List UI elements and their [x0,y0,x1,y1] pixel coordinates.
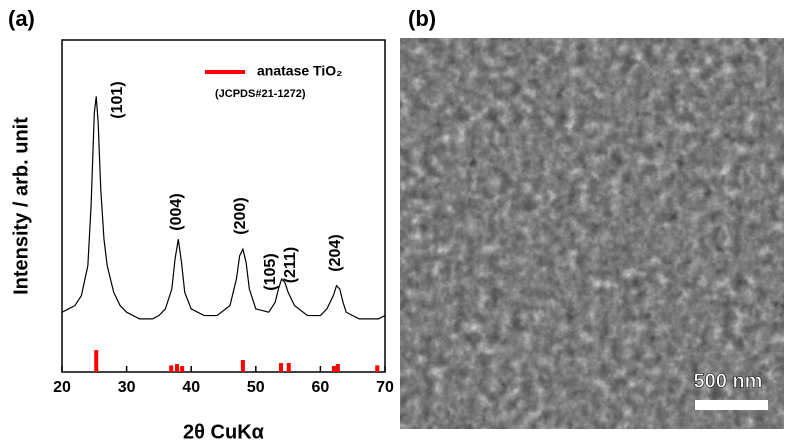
scale-bar [695,400,768,410]
panel-label: (a) [8,6,35,31]
reference-stick [94,350,99,372]
scale-bar-label: 500 nm [694,370,763,392]
plot-frame [61,39,386,373]
reference-stick [331,366,336,372]
peak-label: (101) [109,81,126,118]
peak-label: (200) [232,197,249,234]
reference-stick [335,364,340,372]
y-axis-label: Intensity / arb. unit [10,117,32,295]
x-axis-label: 2θ CuKα [183,421,265,443]
peak-label: (211) [282,247,299,283]
reference-stick [169,365,174,372]
legend-label: anatase TiO₂ [257,63,342,79]
x-tick-label: 40 [182,379,200,396]
x-tick-label: 20 [53,379,71,396]
x-tick-label: 30 [118,379,136,396]
peak-label: (105) [262,253,279,290]
reference-stick [375,365,380,372]
peak-label: (004) [168,193,185,230]
x-tick-label: 50 [247,379,265,396]
reference-stick [174,364,179,372]
xrd-curve [61,96,386,320]
x-tick-label: 60 [312,379,330,396]
reference-stick [286,363,291,372]
reference-stick [180,366,185,372]
legend-note: (JCPDS#21-1272) [215,88,306,100]
reference-stick [240,360,245,372]
reference-stick [278,363,283,372]
x-tick-label: 70 [376,379,394,396]
panel-label: (b) [408,6,436,31]
sem-texture [400,38,784,429]
peak-label: (204) [327,234,344,271]
